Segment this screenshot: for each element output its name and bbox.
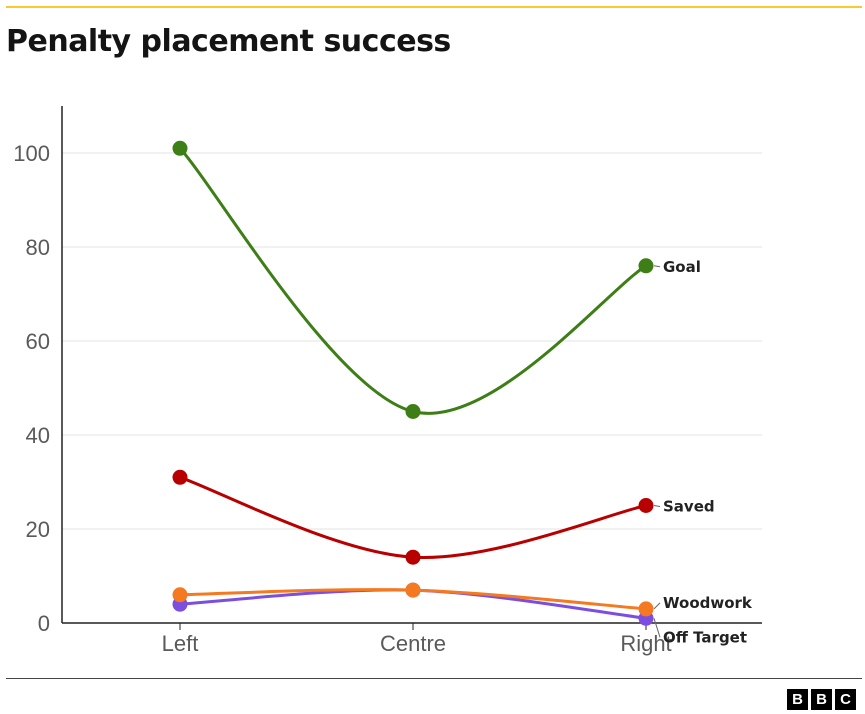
- woodwork-series-label: Woodwork: [663, 594, 753, 612]
- top-accent-rule: [6, 6, 862, 8]
- x-tick-label: Right: [620, 631, 671, 656]
- y-tick-label: 20: [26, 517, 50, 542]
- goal-data-point: [405, 404, 421, 419]
- bbc-logo-letter: C: [835, 689, 856, 710]
- x-tick-label: Centre: [380, 631, 446, 656]
- saved-data-point: [638, 498, 654, 513]
- off-target-label-connector: [653, 618, 661, 638]
- bottom-rule: [6, 678, 862, 679]
- woodwork-label-connector: [653, 602, 661, 610]
- goal-series-label: Goal: [663, 258, 701, 276]
- y-tick-label: 0: [38, 611, 50, 636]
- off-target-series-label: Off Target: [663, 628, 747, 646]
- saved-data-point: [172, 469, 188, 485]
- woodwork-data-point: [405, 582, 421, 598]
- goal-data-point: [172, 140, 188, 156]
- saved-label-connector: [653, 505, 661, 507]
- woodwork-data-point: [638, 601, 654, 617]
- woodwork-data-point: [172, 587, 188, 603]
- y-tick-label: 80: [26, 235, 50, 260]
- goal-data-point: [638, 258, 654, 274]
- saved-series-line: [179, 475, 647, 559]
- bbc-logo-letter: B: [787, 689, 808, 710]
- goal-label-connector: [653, 265, 661, 268]
- y-tick-label: 60: [26, 329, 50, 354]
- chart-title: Penalty placement success: [6, 24, 451, 59]
- saved-data-point: [405, 549, 421, 565]
- goal-series-line: [178, 147, 647, 415]
- saved-series-label: Saved: [663, 498, 715, 516]
- bbc-logo-letter: B: [811, 689, 832, 710]
- y-tick-label: 100: [13, 141, 50, 166]
- y-tick-label: 40: [26, 423, 50, 448]
- bbc-logo: B B C: [787, 689, 856, 710]
- x-tick-label: Left: [162, 631, 199, 656]
